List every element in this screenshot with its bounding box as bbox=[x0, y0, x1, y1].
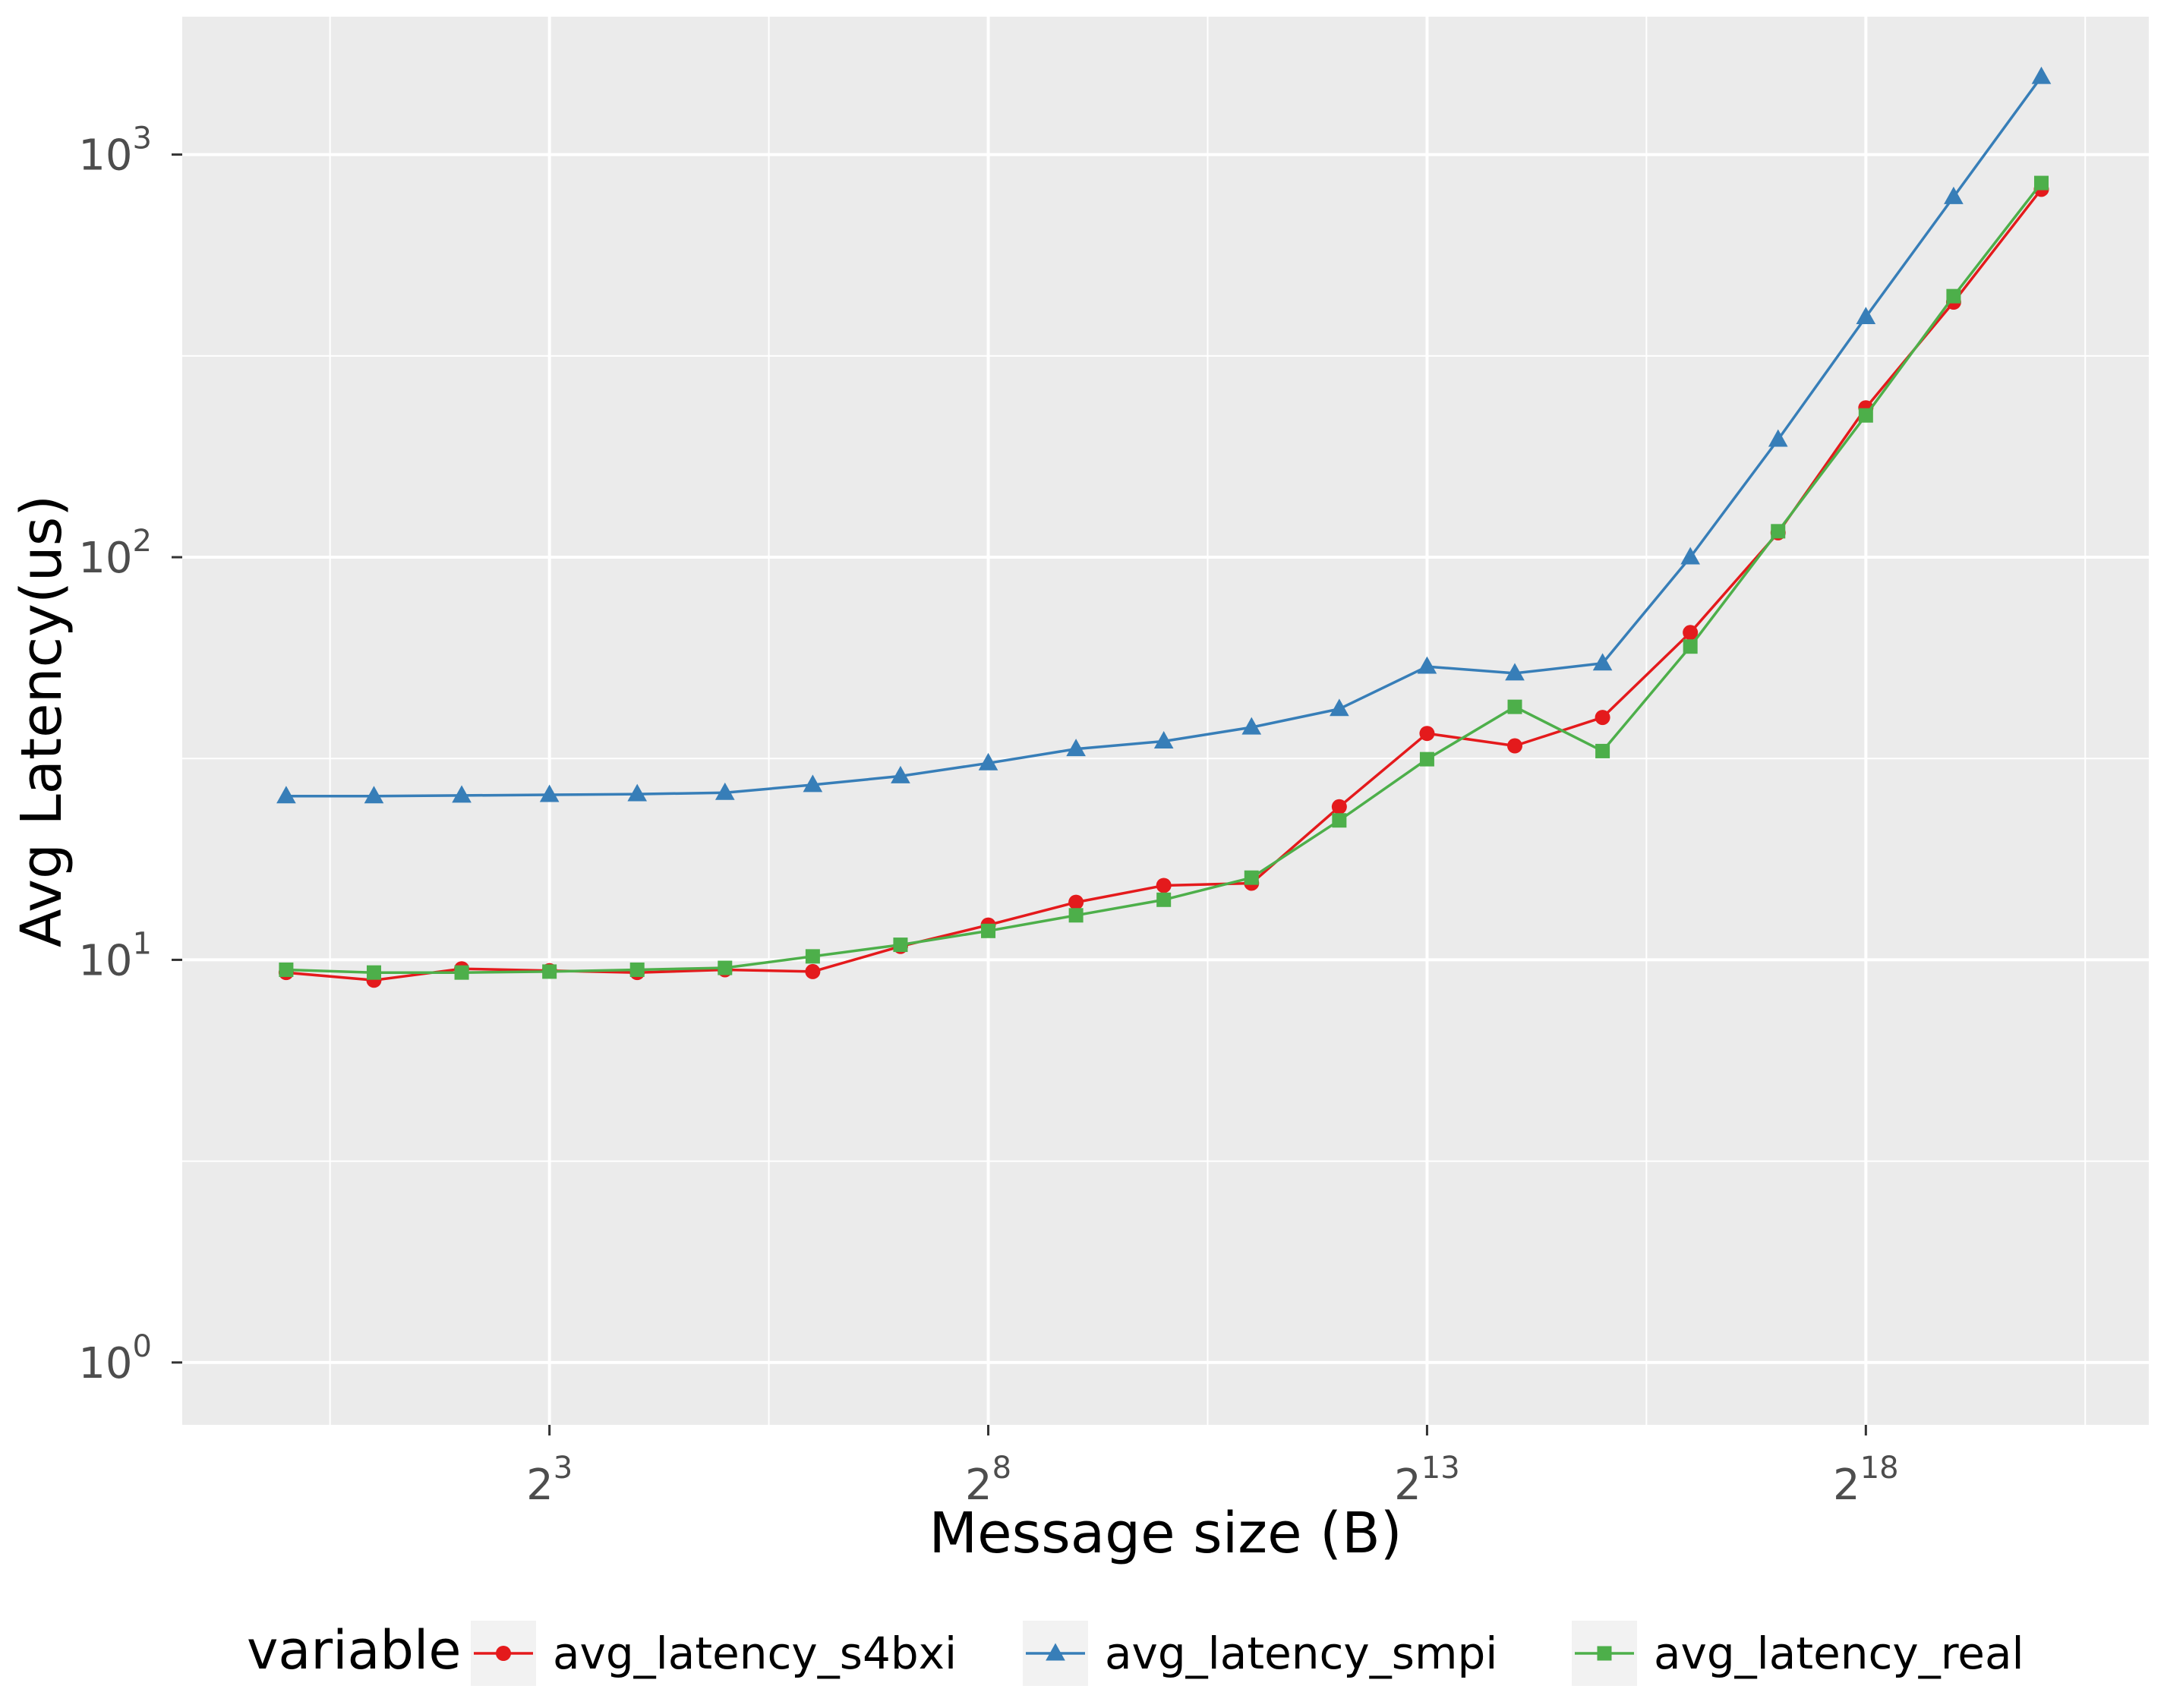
series-point-square bbox=[2033, 175, 2049, 191]
series-point-triangle bbox=[1153, 731, 1174, 748]
series-point-square bbox=[1156, 892, 1172, 907]
series-point-circle bbox=[1595, 710, 1610, 726]
legend-items: avg_latency_s4bxi avg_latency_smpi avg_lat… bbox=[471, 1621, 2024, 1686]
y-tick-label: 102 bbox=[78, 524, 152, 583]
series-point-triangle bbox=[1417, 656, 1437, 674]
series-point-square bbox=[805, 949, 820, 964]
series-point-square bbox=[1595, 743, 1610, 758]
series-point-square bbox=[981, 923, 996, 938]
series-point-triangle bbox=[1944, 186, 1964, 204]
series-point-square bbox=[454, 965, 469, 980]
series-point-square bbox=[1946, 288, 1961, 304]
series-point-triangle bbox=[2031, 66, 2052, 84]
series-point-triangle bbox=[1241, 717, 1262, 735]
series-point-circle bbox=[1068, 894, 1084, 910]
y-tick-label: 100 bbox=[78, 1329, 152, 1388]
series-point-triangle bbox=[452, 785, 472, 803]
series-point-triangle bbox=[539, 784, 560, 802]
series-point-square bbox=[542, 964, 557, 979]
series-point-triangle bbox=[1856, 307, 1876, 325]
tick-labels: 23 28 213 218 100 101 102 103 bbox=[78, 121, 1898, 1510]
series-point-square bbox=[718, 960, 733, 975]
series-point-square bbox=[1597, 1646, 1612, 1661]
y-tick-label: 101 bbox=[78, 926, 152, 985]
legend-label: avg_latency_smpi bbox=[1105, 1628, 1497, 1679]
x-tick-label: 218 bbox=[1833, 1451, 1899, 1510]
series-point-circle bbox=[1683, 625, 1699, 641]
series-point-triangle bbox=[276, 786, 296, 804]
series-point-square bbox=[1419, 752, 1434, 767]
axis-ticks bbox=[172, 153, 1867, 1435]
series-point-square bbox=[629, 962, 645, 977]
x-tick-label: 213 bbox=[1394, 1451, 1460, 1510]
series-point-circle bbox=[1331, 799, 1347, 815]
grid-minor bbox=[182, 17, 2149, 1425]
series-point-square bbox=[1068, 908, 1084, 923]
series-point-square bbox=[366, 965, 381, 980]
plot-panel bbox=[182, 17, 2149, 1425]
series-point-triangle bbox=[364, 786, 384, 804]
series-point-triangle bbox=[1046, 1643, 1065, 1661]
series-avg_latency_real bbox=[279, 175, 2049, 980]
series-point-circle bbox=[496, 1646, 511, 1661]
series-point-triangle bbox=[1592, 653, 1613, 671]
series-point-triangle bbox=[1680, 547, 1700, 565]
series-point-triangle bbox=[714, 782, 735, 800]
series-point-triangle bbox=[1066, 739, 1086, 757]
series-point-square bbox=[1858, 408, 1873, 423]
legend-title: variable bbox=[247, 1619, 461, 1681]
series-point-triangle bbox=[1330, 698, 1349, 717]
series-point-triangle bbox=[1505, 663, 1525, 681]
series-avg_latency_smpi bbox=[276, 66, 2052, 804]
series-point-triangle bbox=[1768, 429, 1788, 447]
x-tick-label: 28 bbox=[965, 1451, 1011, 1510]
x-axis-title: Message size (B) bbox=[929, 1501, 1402, 1566]
series-point-square bbox=[1332, 813, 1347, 828]
legend-label: avg_latency_s4bxi bbox=[553, 1628, 957, 1679]
series-point-circle bbox=[1419, 726, 1435, 742]
series-point-triangle bbox=[891, 765, 910, 783]
series-point-square bbox=[1771, 524, 1786, 539]
series-point-circle bbox=[1507, 738, 1523, 754]
y-tick-label: 103 bbox=[78, 121, 152, 181]
series-point-triangle bbox=[978, 752, 998, 770]
series-point-square bbox=[893, 938, 908, 953]
series-point-circle bbox=[805, 963, 821, 979]
grid-major bbox=[182, 17, 2149, 1425]
series-point-square bbox=[1507, 699, 1522, 714]
series-point-circle bbox=[1156, 878, 1172, 893]
series-point-square bbox=[1683, 639, 1698, 654]
legend: variable avg_latency_s4bxi avg_latency_sm… bbox=[247, 1619, 2024, 1686]
legend-label: avg_latency_real bbox=[1654, 1628, 2024, 1679]
series-point-triangle bbox=[627, 783, 648, 802]
x-tick-label: 23 bbox=[526, 1451, 573, 1510]
series-point-triangle bbox=[803, 774, 823, 793]
series-layer bbox=[276, 66, 2052, 988]
y-axis-title: Avg Latency(us) bbox=[9, 495, 74, 947]
series-point-square bbox=[1244, 870, 1259, 885]
series-point-square bbox=[279, 962, 294, 977]
